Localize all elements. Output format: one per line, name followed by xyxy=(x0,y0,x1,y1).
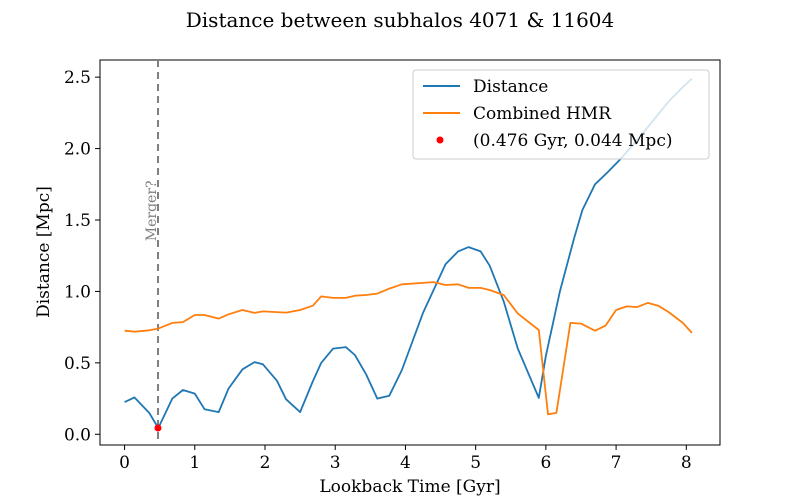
hmr-series-line xyxy=(124,281,693,416)
x-tick-label: 8 xyxy=(681,453,692,473)
x-tick-label: 4 xyxy=(400,453,411,473)
y-tick-label: 2.0 xyxy=(64,140,91,160)
series-layer xyxy=(124,77,693,429)
y-tick-label: 1.5 xyxy=(64,211,91,231)
legend-hmr-label: Combined HMR xyxy=(473,104,612,124)
chart-title: Distance between subhalos 4071 & 11604 xyxy=(186,8,615,32)
x-tick-label: 3 xyxy=(330,453,341,473)
legend-box xyxy=(412,69,710,160)
x-tick-label: 7 xyxy=(611,453,622,473)
legend: Distance Combined HMR (0.476 Gyr, 0.044 … xyxy=(412,69,710,160)
y-axis-label: Distance [Mpc] xyxy=(34,186,54,318)
x-tick-label: 2 xyxy=(260,453,271,473)
plot-area: Merger? xyxy=(99,59,721,446)
merger-label: Merger? xyxy=(144,180,160,241)
merger-marker xyxy=(154,424,162,432)
y-axis: 0.0 0.5 1.0 1.5 2.0 2.5 xyxy=(64,68,100,445)
x-tick-label: 0 xyxy=(119,453,130,473)
x-axis: 0 1 2 3 4 5 6 7 8 xyxy=(119,445,692,473)
y-tick-label: 1.0 xyxy=(64,282,91,302)
x-tick-label: 6 xyxy=(540,453,551,473)
legend-marker-swatch xyxy=(436,136,444,144)
distance-series-line xyxy=(124,77,693,429)
y-tick-label: 0.5 xyxy=(64,354,91,374)
y-tick-label: 0.0 xyxy=(64,425,91,445)
x-axis-label: Lookback Time [Gyr] xyxy=(319,477,500,497)
legend-marker-label: (0.476 Gyr, 0.044 Mpc) xyxy=(473,131,672,151)
axes-frame xyxy=(99,59,721,446)
legend-distance-label: Distance xyxy=(473,77,548,97)
x-tick-label: 1 xyxy=(189,453,200,473)
x-tick-label: 5 xyxy=(470,453,481,473)
y-tick-label: 2.5 xyxy=(64,68,91,88)
